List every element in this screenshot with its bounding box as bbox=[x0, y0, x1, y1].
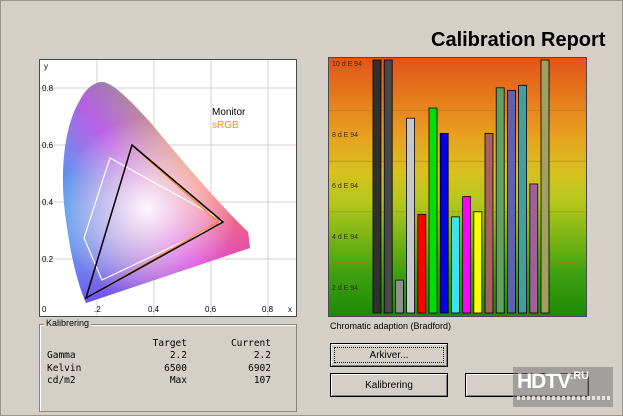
y-tick-label: 4 d E 94 bbox=[332, 234, 359, 241]
monitor-gamut-outline bbox=[84, 143, 225, 300]
x-tick-label: 0.6 bbox=[205, 305, 217, 314]
y-tick-label: 0.8 bbox=[42, 84, 54, 93]
delta-e-chart: 2 d E 94 4 d E 94 6 d E 94 8 d E 94 10 d… bbox=[328, 57, 587, 317]
bar bbox=[395, 279, 404, 314]
bar bbox=[439, 132, 449, 314]
bar bbox=[473, 211, 483, 314]
x-tick-label: 0.4 bbox=[148, 305, 160, 314]
table-row: cd/m2 Max 107 bbox=[47, 375, 271, 388]
bar bbox=[451, 216, 460, 314]
bar bbox=[372, 59, 382, 314]
bar bbox=[518, 84, 528, 314]
chromatic-adaption-label: Chromatic adaption (Bradford) bbox=[330, 321, 452, 331]
y-tick-label: 0.2 bbox=[42, 255, 54, 264]
watermark-subline bbox=[517, 396, 611, 400]
kalibrering-button[interactable]: Kalibrering bbox=[330, 373, 448, 397]
bar bbox=[540, 59, 550, 314]
bar bbox=[406, 117, 415, 314]
kalibrering-groupbox: Kalibrering Target Current Gamma 2.2 2.2… bbox=[39, 318, 297, 412]
axis-y-letter: y bbox=[44, 62, 48, 71]
watermark-logo: HDTV.RU bbox=[513, 367, 613, 407]
kalibrering-table: Target Current Gamma 2.2 2.2 Kelvin 6500… bbox=[47, 337, 271, 387]
y-tick-label: 6 d E 94 bbox=[332, 183, 359, 190]
header-current: Current bbox=[230, 337, 271, 349]
axis-x-letter: x bbox=[288, 305, 292, 314]
table-header-row: Target Current bbox=[47, 337, 271, 350]
watermark-text: HDTV.RU bbox=[517, 370, 590, 393]
x-tick-label: .2 bbox=[94, 305, 101, 314]
bar bbox=[506, 89, 516, 314]
kalibrering-button-label: Kalibrering bbox=[365, 379, 413, 391]
current-value: 107 bbox=[253, 375, 271, 387]
y-tick-label: 0.4 bbox=[42, 198, 54, 207]
bar bbox=[529, 183, 539, 314]
arkiver-button-label: Arkiver... bbox=[369, 349, 409, 361]
row-label: cd/m2 bbox=[47, 375, 76, 387]
bar bbox=[417, 213, 427, 314]
table-row: Gamma 2.2 2.2 bbox=[47, 350, 271, 363]
bar bbox=[462, 196, 472, 314]
y-tick-label: 0.6 bbox=[42, 141, 54, 150]
current-value: 6902 bbox=[248, 362, 271, 374]
delta-e-svg bbox=[329, 59, 586, 314]
legend-isocoated: ISOcoated bbox=[212, 133, 260, 144]
target-value: 2.2 bbox=[169, 350, 187, 362]
arkiver-button[interactable]: Arkiver... bbox=[330, 343, 448, 367]
legend-monitor: Monitor bbox=[212, 107, 246, 118]
gamut-svg bbox=[40, 60, 296, 316]
x-tick-label: 0.8 bbox=[262, 305, 274, 314]
y-tick-label: 2 d E 94 bbox=[332, 285, 359, 292]
current-value: 2.2 bbox=[253, 350, 271, 362]
groupbox-title: Kalibrering bbox=[44, 318, 92, 328]
header-target: Target bbox=[152, 337, 187, 349]
table-row: Kelvin 6500 6902 bbox=[47, 362, 271, 375]
target-value: 6500 bbox=[164, 362, 187, 374]
y-tick-label: 10 d E 94 bbox=[332, 61, 362, 68]
row-label: Gamma bbox=[47, 350, 76, 362]
bar bbox=[428, 107, 438, 314]
x-tick-label: 0 bbox=[42, 305, 47, 314]
legend-srgb: sRGB bbox=[212, 120, 239, 131]
bar bbox=[484, 132, 494, 314]
bar bbox=[383, 59, 393, 314]
y-tick-label: 8 d E 94 bbox=[332, 132, 359, 139]
row-label: Kelvin bbox=[47, 362, 82, 374]
spectral-locus bbox=[62, 82, 250, 303]
page-title: Calibration Report bbox=[431, 29, 606, 51]
gamut-chart: y x 0.8 0.6 0.4 0.2 0 .2 0.4 0.6 0.8 Mon… bbox=[39, 59, 297, 317]
target-value: Max bbox=[169, 375, 187, 387]
focus-rect bbox=[334, 347, 444, 363]
bar bbox=[495, 87, 505, 314]
